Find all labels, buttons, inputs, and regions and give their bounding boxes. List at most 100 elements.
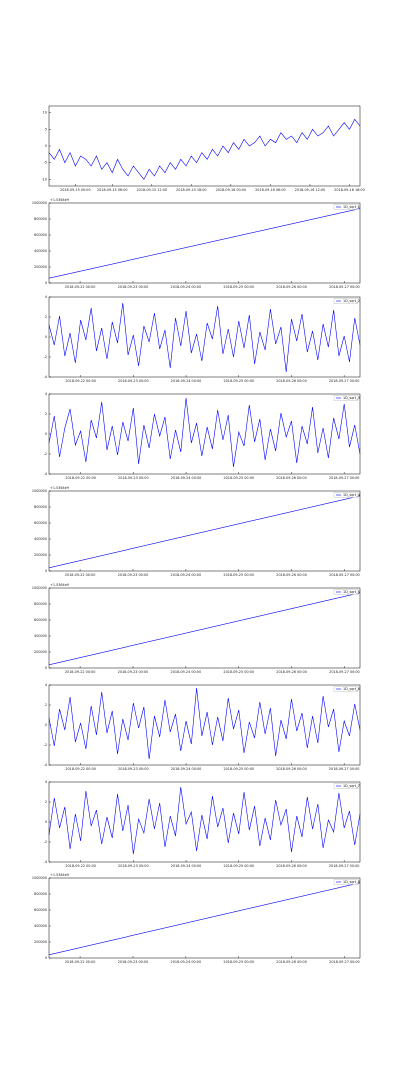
y-tick-label: 800000 (34, 217, 47, 221)
y-tick-label: 2 (45, 800, 47, 804)
y-tick-label: 0 (45, 820, 47, 824)
y-tick-label: -10 (41, 177, 47, 181)
y-tick-label: -2 (44, 355, 47, 359)
legend-box (333, 204, 359, 210)
y-tick-label: 0 (45, 666, 47, 670)
y-tick-label: 200000 (34, 553, 47, 557)
x-tick-label: 2018-09-24 00:00 (171, 573, 202, 577)
legend-label: 1D_sqrt_2 (343, 299, 360, 303)
x-tick-label: 2018-09-25 00:00 (223, 573, 254, 577)
x-tick-label: 2018-09-24 00:00 (171, 960, 202, 964)
x-tick-label: 2018-09-23 00:00 (118, 476, 149, 480)
y-tick-label: 4 (45, 780, 47, 784)
x-tick-label: 2018-09-26 00:00 (276, 960, 307, 964)
x-tick-label: 2018-09-23 00:00 (118, 670, 149, 674)
x-tick-label: 2018-09-27 00:00 (329, 476, 360, 480)
y-tick-label: 600000 (34, 233, 47, 237)
offset-text: +1.5364e9 (50, 583, 69, 587)
x-tick-label: 2018-09-26 00:00 (276, 767, 307, 771)
x-tick-label: 2018-09-23 00:00 (118, 285, 149, 289)
x-tick-label: 2018-09-25 00:00 (223, 379, 254, 383)
x-tick-label: 2018-09-27 00:00 (329, 960, 360, 964)
x-tick-label: 2018-09-16 00:00 (216, 188, 247, 192)
plot-frame (48, 202, 361, 284)
x-tick-label: 2018-09-24 00:00 (171, 476, 202, 480)
x-tick-label: 2018-09-25 00:00 (223, 476, 254, 480)
x-tick-label: 2018-09-27 00:00 (329, 573, 360, 577)
x-tick-label: 2018-09-27 00:00 (329, 285, 360, 289)
y-tick-label: 4 (45, 295, 47, 299)
y-tick-label: 400000 (34, 537, 47, 541)
x-tick-label: 2018-09-24 00:00 (171, 285, 202, 289)
legend-label: 1D_sqrt_4 (343, 493, 360, 497)
x-tick-label: 2018-09-22 00:00 (65, 864, 96, 868)
y-tick-label: 0 (45, 335, 47, 339)
x-tick-label: 2018-09-24 00:00 (171, 379, 202, 383)
y-tick-label: 2 (45, 315, 47, 319)
data-line (48, 118, 361, 180)
legend-box (333, 395, 359, 401)
x-tick-label: 2018-09-23 00:00 (118, 573, 149, 577)
y-tick-label: -4 (44, 763, 47, 767)
legend-label: 1D_sqrt_5 (343, 590, 360, 594)
y-tick-label: 4 (45, 392, 47, 396)
y-tick-label: 600000 (34, 521, 47, 525)
y-tick-label: 0 (45, 144, 47, 148)
y-tick-label: 800000 (34, 892, 47, 896)
legend-box (333, 783, 359, 789)
x-tick-label: 2018-09-25 00:00 (223, 960, 254, 964)
x-tick-label: 2018-09-25 00:00 (223, 767, 254, 771)
x-tick-label: 2018-09-22 00:00 (65, 379, 96, 383)
legend-label: 1D_sqrt_3 (343, 396, 360, 400)
y-tick-label: 800000 (34, 505, 47, 509)
data-line (48, 495, 361, 569)
y-tick-label: 0 (45, 281, 47, 285)
y-tick-label: -4 (44, 375, 47, 379)
x-tick-label: 2018-09-22 00:00 (65, 767, 96, 771)
x-tick-label: 2018-09-26 00:00 (276, 379, 307, 383)
x-tick-label: 2018-09-23 00:00 (118, 864, 149, 868)
plot-frame (48, 781, 361, 863)
x-tick-label: 2018-09-22 00:00 (65, 960, 96, 964)
x-tick-label: 2018-09-15 06:00 (97, 188, 128, 192)
y-tick-label: 0 (45, 569, 47, 573)
data-line (48, 592, 361, 666)
x-tick-label: 2018-09-23 00:00 (118, 767, 149, 771)
legend-box (333, 589, 359, 595)
x-tick-label: 2018-09-26 00:00 (276, 573, 307, 577)
y-tick-label: 0 (45, 432, 47, 436)
x-tick-label: 2018-09-15 18:00 (176, 188, 207, 192)
x-tick-label: 2018-09-26 00:00 (276, 285, 307, 289)
x-tick-label: 2018-09-23 00:00 (118, 960, 149, 964)
offset-text: +1.5364e9 (50, 873, 69, 877)
y-tick-label: 400000 (34, 249, 47, 253)
y-tick-label: 0 (45, 723, 47, 727)
y-tick-label: 600000 (34, 908, 47, 912)
y-tick-label: -2 (44, 840, 47, 844)
x-tick-label: 2018-09-25 00:00 (223, 670, 254, 674)
x-tick-label: 2018-09-22 00:00 (65, 573, 96, 577)
x-tick-label: 2018-09-27 00:00 (329, 864, 360, 868)
x-tick-label: 2018-09-24 00:00 (171, 864, 202, 868)
offset-text: +1.5364e9 (50, 486, 69, 490)
y-tick-label: 400000 (34, 634, 47, 638)
x-tick-label: 2018-09-26 00:00 (276, 670, 307, 674)
x-tick-label: 2018-09-24 00:00 (171, 670, 202, 674)
y-tick-label: -2 (44, 452, 47, 456)
data-line (48, 786, 361, 855)
plot-frame (48, 105, 361, 187)
y-tick-label: 200000 (34, 650, 47, 654)
y-tick-label: 10 (43, 111, 47, 115)
y-tick-label: 600000 (34, 618, 47, 622)
data-line (48, 208, 361, 279)
x-tick-label: 2018-09-26 00:00 (276, 864, 307, 868)
plot-frame (48, 490, 361, 572)
legend-box (333, 879, 359, 885)
y-tick-label: 0 (45, 956, 47, 960)
y-tick-label: 1000000 (32, 201, 47, 205)
x-tick-label: 2018-09-22 00:00 (65, 476, 96, 480)
legend-label: 1D_sqrt_7 (343, 784, 360, 788)
data-line (48, 687, 361, 760)
plot-frame (48, 877, 361, 959)
y-tick-label: 200000 (34, 265, 47, 269)
